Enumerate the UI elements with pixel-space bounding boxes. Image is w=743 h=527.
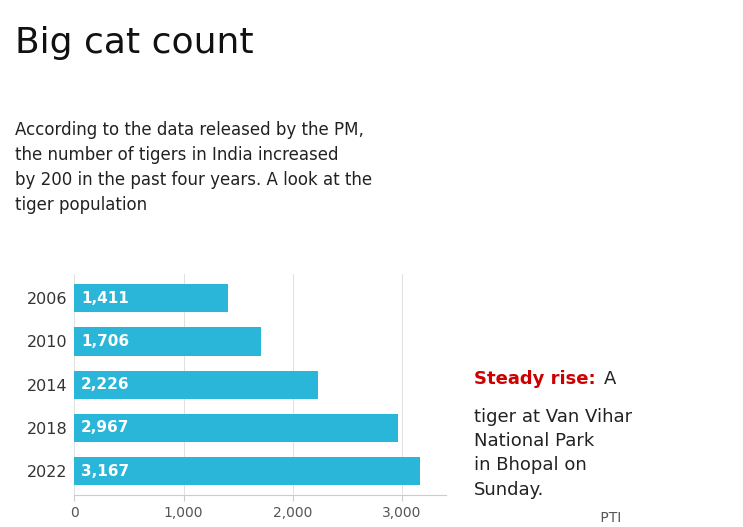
Text: PTI: PTI	[596, 511, 621, 525]
Text: A: A	[604, 370, 616, 388]
Text: 2,967: 2,967	[81, 421, 129, 435]
Text: Big cat count: Big cat count	[15, 26, 253, 61]
Text: 2,226: 2,226	[81, 377, 129, 392]
Bar	[74, 284, 228, 312]
Bar	[74, 370, 317, 399]
Text: 1,411: 1,411	[81, 291, 129, 306]
Bar	[74, 457, 421, 485]
Bar	[74, 327, 261, 356]
Text: 3,167: 3,167	[81, 464, 129, 479]
Text: Steady rise:: Steady rise:	[473, 370, 595, 388]
Text: 1,706: 1,706	[81, 334, 129, 349]
Text: According to the data released by the PM,
the number of tigers in India increase: According to the data released by the PM…	[15, 121, 372, 214]
Text: tiger at Van Vihar
National Park
in Bhopal on
Sunday.: tiger at Van Vihar National Park in Bhop…	[473, 408, 632, 499]
Bar	[74, 414, 398, 442]
